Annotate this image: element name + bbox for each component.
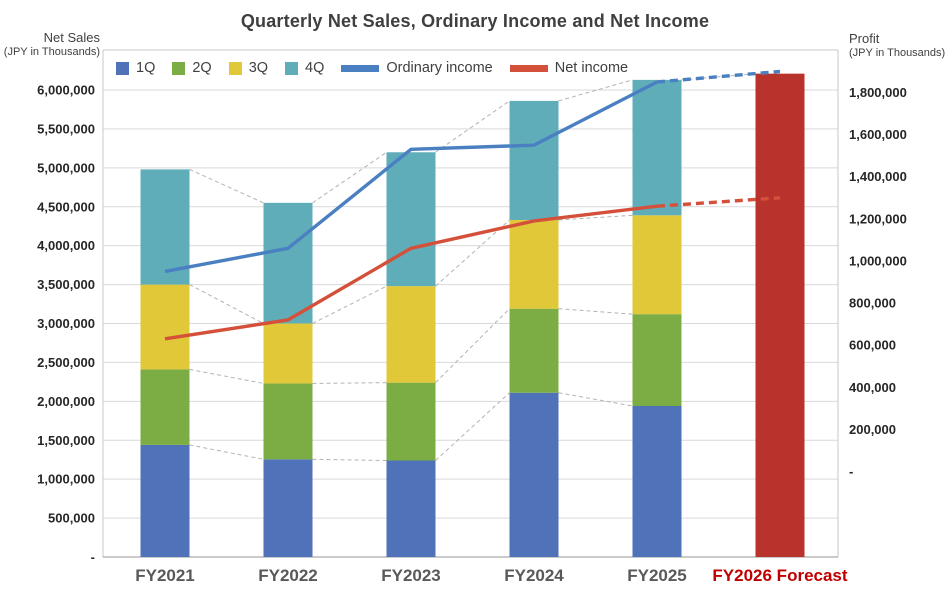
connector-segment xyxy=(435,392,510,461)
connector-segment xyxy=(558,308,633,315)
bar-fy2023-4q xyxy=(386,152,436,287)
connector-segment xyxy=(558,79,633,102)
left-tick-5000000: 5,000,000 xyxy=(37,160,95,175)
right-tick-400000: 400,000 xyxy=(849,380,896,395)
bar-fy2025-4q xyxy=(632,79,682,216)
connector-segment xyxy=(189,368,264,384)
right-tick-0: - xyxy=(849,464,853,479)
bar-fy2022-2q xyxy=(263,383,313,460)
legend-item-4q: 4Q xyxy=(285,60,324,76)
left-tick-1500000: 1,500,000 xyxy=(37,433,95,448)
left-axis-title-block: Net Sales (JPY in Thousands) xyxy=(0,30,100,60)
legend-label-net-income: Net income xyxy=(554,60,629,76)
right-tick-1200000: 1,200,000 xyxy=(849,211,907,226)
net-income-forecast-line xyxy=(656,196,781,208)
legend-swatch-ordinary-income xyxy=(341,64,380,72)
left-axis-subtitle: (JPY in Thousands) xyxy=(3,46,100,59)
legend: 1Q 2Q 3Q 4Q Ordinary income Net income xyxy=(116,57,628,79)
left-tick-500000: 500,000 xyxy=(48,511,95,526)
legend-label-1q: 1Q xyxy=(136,60,156,76)
bar-fy2024-1q xyxy=(509,392,559,557)
bar-fy2025-1q xyxy=(632,406,682,557)
legend-label-3q: 3Q xyxy=(248,60,269,76)
legend-item-3q: 3Q xyxy=(228,60,269,76)
bar-fy2023-1q xyxy=(386,460,436,557)
legend-swatch-4q xyxy=(285,61,299,75)
legend-label-ordinary-income: Ordinary income xyxy=(386,60,493,76)
bar-fy2024-2q xyxy=(509,308,559,393)
left-tick-4000000: 4,000,000 xyxy=(37,238,95,253)
connector-segment xyxy=(312,285,387,324)
legend-label-4q: 4Q xyxy=(305,60,325,76)
legend-swatch-2q xyxy=(172,61,186,75)
connector-segment xyxy=(312,382,387,384)
bar-fy2021-1q xyxy=(140,444,190,557)
left-tick-1000000: 1,000,000 xyxy=(37,472,95,487)
connector-segment xyxy=(558,214,633,221)
ordinary-income-line xyxy=(164,80,658,274)
bar-fy2024-4q xyxy=(509,100,559,220)
ordinary-income-forecast-line xyxy=(656,69,781,84)
connector-segment xyxy=(435,219,510,287)
bar-fy2025-3q xyxy=(632,215,682,315)
legend-swatch-net-income xyxy=(509,64,548,72)
legend-label-2q: 2Q xyxy=(192,60,212,76)
left-tick-2500000: 2,500,000 xyxy=(37,355,95,370)
bar-fy2021-4q xyxy=(140,169,190,285)
bar-fy2023-3q xyxy=(386,286,436,383)
connector-segment xyxy=(312,151,387,204)
x-label-fy2021: FY2021 xyxy=(135,566,195,585)
right-tick-1800000: 1,800,000 xyxy=(849,85,907,100)
right-tick-1600000: 1,600,000 xyxy=(849,127,907,142)
right-axis-title-block: Profit (JPY in Thousands) xyxy=(849,31,949,61)
right-tick-1000000: 1,000,000 xyxy=(849,253,907,268)
right-tick-200000: 200,000 xyxy=(849,422,896,437)
left-tick-4500000: 4,500,000 xyxy=(37,199,95,214)
legend-swatch-3q xyxy=(228,61,242,75)
bar-fy2025-2q xyxy=(632,314,682,407)
x-label-fy2026-forecast: FY2026 Forecast xyxy=(712,566,847,585)
connector-segment xyxy=(435,100,510,153)
bar-fy2022-1q xyxy=(263,459,313,557)
left-tick-2000000: 2,000,000 xyxy=(37,394,95,409)
right-tick-1400000: 1,400,000 xyxy=(849,169,907,184)
connector-segment xyxy=(312,458,387,461)
left-axis-title: Net Sales xyxy=(43,30,100,45)
bar-fy2022-4q xyxy=(263,202,313,324)
legend-item-1q: 1Q xyxy=(116,60,155,76)
right-axis-subtitle: (JPY in Thousands) xyxy=(849,47,946,60)
left-tick-6000000: 6,000,000 xyxy=(37,83,95,98)
legend-item-2q: 2Q xyxy=(172,60,212,76)
legend-swatch-1q xyxy=(116,61,129,75)
left-tick-5500000: 5,500,000 xyxy=(37,121,95,136)
net-income-line xyxy=(164,204,658,341)
legend-item-net-income: Net income xyxy=(509,60,629,76)
x-label-fy2022: FY2022 xyxy=(258,566,318,585)
connector-forecast xyxy=(681,73,756,81)
connector-segment xyxy=(189,444,264,460)
bar-fy2021-2q xyxy=(140,369,190,445)
chart-title: Quarterly Net Sales, Ordinary Income and… xyxy=(240,11,710,31)
right-axis-title: Profit xyxy=(849,31,880,46)
x-label-fy2024: FY2024 xyxy=(504,566,564,585)
legend-item-ordinary-income: Ordinary income xyxy=(341,60,493,76)
left-tick-3500000: 3,500,000 xyxy=(37,277,95,292)
bar-fy2023-2q xyxy=(386,382,436,461)
bar-fy2021-3q xyxy=(140,284,190,370)
connector-segment xyxy=(558,392,633,407)
left-tick-3000000: 3,000,000 xyxy=(37,316,95,331)
connector-segment xyxy=(435,308,510,384)
bar-fy2024-3q xyxy=(509,219,559,309)
forecast-bar-fy2026 xyxy=(755,73,805,557)
right-tick-600000: 600,000 xyxy=(849,338,896,353)
x-label-fy2025: FY2025 xyxy=(627,566,687,585)
left-tick-0: - xyxy=(91,550,95,565)
right-tick-800000: 800,000 xyxy=(849,296,896,311)
connector-segment xyxy=(189,284,264,324)
bar-fy2022-3q xyxy=(263,323,313,384)
connector-segment xyxy=(189,168,264,204)
x-label-fy2023: FY2023 xyxy=(381,566,441,585)
